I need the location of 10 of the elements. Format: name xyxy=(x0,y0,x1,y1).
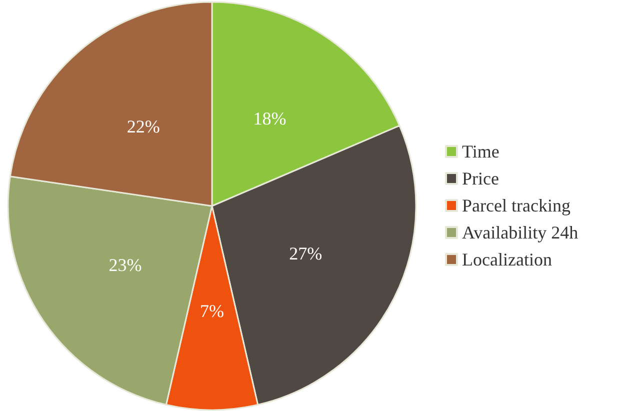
data-label: 22% xyxy=(126,116,160,137)
data-label: 18% xyxy=(253,108,286,128)
data-label: 7% xyxy=(200,301,224,321)
legend-label: Parcel tracking xyxy=(462,196,570,216)
legend-label: Time xyxy=(462,142,500,162)
data-label: 27% xyxy=(289,244,322,264)
data-label: 23% xyxy=(108,255,142,276)
legend-label: Localization xyxy=(462,250,552,270)
legend-label: Availability 24h xyxy=(462,222,578,242)
legend-label: Price xyxy=(462,168,499,188)
